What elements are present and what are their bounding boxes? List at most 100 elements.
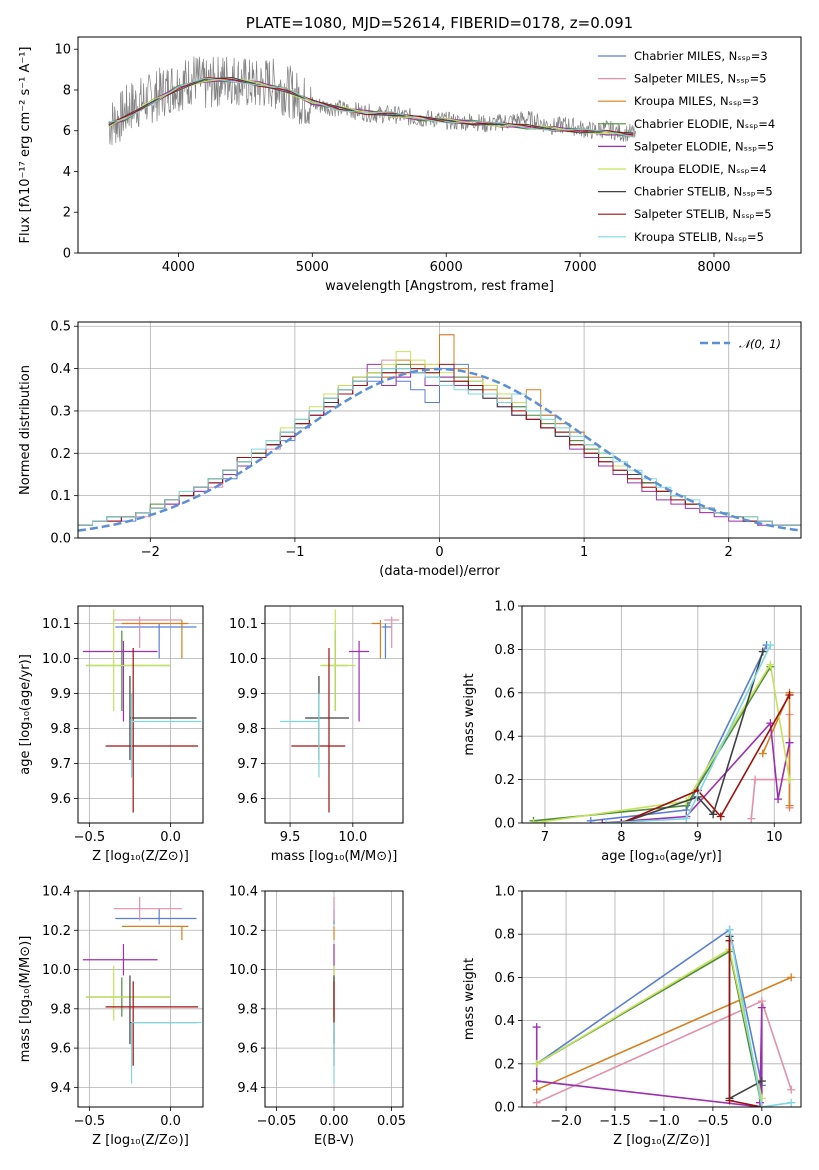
plot-area — [78, 334, 801, 532]
legend-entry: Kroupa ELODIE, Nₛₛₚ=4 — [634, 162, 767, 176]
data-point-marker — [586, 816, 595, 823]
y-tick-label: 0.2 — [494, 1057, 515, 1072]
axes-frame — [521, 605, 802, 824]
data-point-marker — [787, 1098, 796, 1107]
y-tick-label: 0.0 — [494, 1101, 515, 1116]
data-point-marker — [757, 1094, 766, 1103]
model-spectrum-line — [108, 80, 634, 137]
y-tick-label: 0.3 — [50, 404, 71, 419]
axes-frame — [264, 605, 404, 824]
panel-weight-vs-age: 7 8 9 10 0.0 0.2 0.4 0.6 0.8 1.0 age [log₁₀(age/yr… — [462, 600, 802, 864]
panel-age-vs-mass: 9.5 10.0 9.6 9.7 9.8 9.9 10.0 10.1 mass [log₁₀(M… — [229, 605, 404, 864]
x-tick-label: 1 — [580, 545, 588, 560]
mass-weight-line — [536, 976, 792, 1091]
y-tick-label: 10.2 — [42, 924, 71, 939]
x-axis-label: wavelength [Angstrom, rest frame] — [325, 279, 554, 294]
x-tick-label: −0.5 — [74, 830, 106, 845]
y-tick-label: 0.2 — [494, 773, 515, 788]
legend-entry: Chabrier MILES, Nₛₛₚ=3 — [634, 49, 768, 63]
x-tick-label: −0.05 — [257, 1114, 297, 1129]
legend-entry: Chabrier ELODIE, Nₛₛₚ=4 — [634, 117, 775, 131]
y-tick-label: 10.0 — [42, 652, 71, 667]
y-tick-label: 9.4 — [50, 1081, 71, 1096]
data-point-marker — [757, 1077, 766, 1086]
x-tick-label: 5000 — [296, 260, 329, 275]
data-point-marker — [758, 647, 767, 656]
data-point-marker — [785, 690, 794, 699]
data-point-marker — [716, 812, 725, 821]
y-tick-label: 9.9 — [237, 687, 258, 702]
legend-entry: Kroupa MILES, Nₛₛₚ=3 — [634, 94, 759, 108]
plot-area — [280, 609, 400, 813]
x-tick-label: 6000 — [430, 260, 463, 275]
data-point-marker — [774, 795, 783, 804]
mass-weight-line — [590, 644, 768, 822]
x-tick-label: 10 — [766, 830, 783, 845]
y-tick-label: 10.1 — [229, 617, 258, 632]
y-tick-label: 10.2 — [229, 924, 258, 939]
y-tick-label: 0.4 — [494, 1014, 515, 1029]
y-tick-label: 0 — [63, 247, 71, 262]
y-tick-label: 1.0 — [494, 600, 515, 615]
axes-frame — [77, 605, 204, 824]
data-point-marker — [787, 973, 796, 982]
x-tick-label: 4000 — [162, 260, 195, 275]
x-tick-label: 0.0 — [160, 1114, 181, 1129]
legend-entry: Kroupa STELIB, Nₛₛₚ=5 — [634, 230, 764, 244]
data-point-marker — [758, 749, 767, 758]
data-point-marker — [725, 1096, 734, 1105]
mass-weight-line — [762, 692, 791, 806]
data-point-marker — [766, 641, 775, 650]
x-tick-label: 2 — [725, 545, 733, 560]
plot-area — [108, 56, 636, 146]
data-point-marker — [532, 1085, 541, 1094]
x-tick-label: −0.5 — [697, 1114, 729, 1129]
x-tick-label: 7000 — [564, 260, 597, 275]
x-tick-label: 0.05 — [377, 1114, 406, 1129]
data-point-marker — [757, 1103, 766, 1107]
axes-frame — [77, 890, 204, 1108]
data-point-marker — [532, 1098, 541, 1107]
mass-weight-line — [606, 644, 772, 823]
x-axis-label: (data-model)/error — [379, 564, 500, 579]
y-tick-label: 9.6 — [237, 792, 258, 807]
legend-entry: Chabrier STELIB, Nₛₛₚ=5 — [634, 185, 773, 199]
y-tick-label: 4 — [63, 165, 71, 180]
data-point-marker — [725, 925, 734, 934]
y-tick-label: 10.1 — [42, 617, 71, 632]
data-point-marker — [532, 1023, 541, 1032]
data-point-marker — [709, 810, 718, 819]
y-tick-label: 0.4 — [50, 362, 71, 377]
y-tick-label: 6 — [63, 124, 71, 139]
y-tick-label: 9.6 — [237, 1042, 258, 1057]
x-tick-label: −1 — [285, 545, 304, 560]
x-axis-label: E(B-V) — [314, 1133, 354, 1148]
x-tick-label: 7 — [541, 830, 549, 845]
x-tick-label: 0 — [435, 545, 443, 560]
y-tick-label: 9.6 — [50, 792, 71, 807]
mass-weight-line — [728, 929, 792, 1107]
data-point-marker — [682, 814, 691, 823]
y-tick-label: 0.4 — [494, 730, 515, 745]
x-tick-label: −0.5 — [74, 1114, 106, 1129]
data-point-marker — [785, 801, 794, 810]
x-tick-label: 8 — [617, 830, 625, 845]
y-tick-label: 9.4 — [237, 1081, 258, 1096]
axes-frame — [77, 36, 802, 254]
mass-weight-line — [602, 721, 791, 823]
y-axis-label: Flux [fλ10⁻¹⁷ erg cm⁻² s⁻¹ A⁻¹] — [18, 47, 33, 244]
panel-mass-vs-Z: −0.5 0.0 9.4 9.6 9.8 10.0 10.2 10.4 Z [log₁₀(Z/Z… — [18, 885, 204, 1148]
y-tick-label: 0.6 — [494, 971, 515, 986]
mass-weight-line — [536, 950, 763, 1107]
data-point-marker — [598, 819, 607, 823]
y-tick-label: 9.8 — [237, 722, 258, 737]
x-tick-label: −2 — [141, 545, 160, 560]
data-point-marker — [532, 1077, 541, 1086]
plot-area — [82, 896, 202, 1084]
data-point-marker — [757, 1003, 766, 1012]
y-tick-label: 1.0 — [494, 885, 515, 900]
y-tick-label: 8 — [63, 83, 71, 98]
x-tick-label: 0.0 — [751, 1114, 772, 1129]
